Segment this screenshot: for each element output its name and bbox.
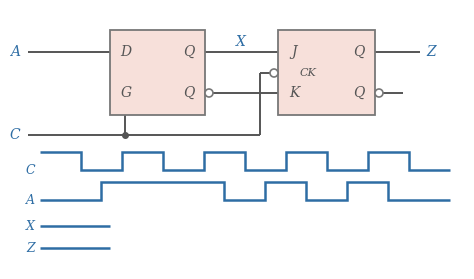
Text: Z: Z — [27, 242, 35, 254]
Text: Q: Q — [353, 45, 365, 59]
Text: X: X — [26, 220, 35, 232]
Text: C: C — [26, 163, 35, 177]
Text: D: D — [120, 45, 132, 59]
Circle shape — [375, 89, 383, 97]
Bar — [278, 30, 375, 115]
Text: Z: Z — [426, 45, 436, 59]
Text: Q: Q — [183, 86, 195, 100]
Text: CK: CK — [300, 68, 316, 78]
Text: C: C — [9, 128, 20, 142]
Circle shape — [205, 89, 213, 97]
Text: A: A — [26, 194, 35, 206]
Circle shape — [270, 69, 278, 77]
Text: A: A — [10, 45, 20, 59]
Text: G: G — [120, 86, 132, 100]
Text: X: X — [236, 35, 246, 49]
Text: Q: Q — [183, 45, 195, 59]
Text: K: K — [289, 86, 299, 100]
Text: J: J — [291, 45, 297, 59]
Bar — [110, 30, 205, 115]
Text: Q: Q — [353, 86, 365, 100]
